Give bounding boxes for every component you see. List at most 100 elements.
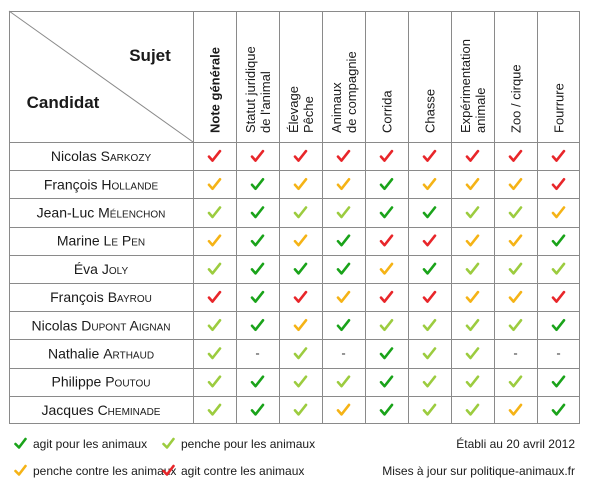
candidate-first-name: Marine bbox=[57, 233, 104, 249]
candidate-name: Éva Joly bbox=[74, 261, 129, 277]
rating-check-icon bbox=[250, 234, 265, 247]
candidate-name: Nicolas Dupont Aignan bbox=[31, 317, 170, 333]
candidate-first-name: Nathalie bbox=[48, 346, 103, 362]
rating-check-icon bbox=[250, 178, 265, 191]
rating-check-icon bbox=[508, 403, 523, 416]
rating-check-icon bbox=[551, 149, 566, 162]
rating-check-icon bbox=[250, 375, 265, 388]
candidate-first-name: Jean-Luc bbox=[37, 205, 98, 221]
rating-check-icon bbox=[336, 319, 351, 332]
rating-check-icon bbox=[336, 178, 351, 191]
legend-item-penche-contre: penche contre les animaux bbox=[14, 464, 176, 478]
rating-check-icon bbox=[207, 375, 222, 388]
rating-check-icon bbox=[422, 347, 437, 360]
column-header-0: Note générale bbox=[208, 47, 223, 133]
rating-check-icon bbox=[207, 234, 222, 247]
rating-check-icon bbox=[422, 149, 437, 162]
rating-check-icon bbox=[551, 375, 566, 388]
legend-label: agit contre les animaux bbox=[181, 464, 305, 478]
rating-check-icon bbox=[551, 178, 566, 191]
rating-check-icon bbox=[250, 290, 265, 303]
candidate-first-name: Éva bbox=[74, 261, 102, 277]
rating-check-icon bbox=[508, 234, 523, 247]
rating-check-icon bbox=[250, 149, 265, 162]
candidate-first-name: François bbox=[50, 289, 108, 305]
rating-check-icon bbox=[465, 403, 480, 416]
candidate-last-name: Arthaud bbox=[103, 346, 154, 362]
candidate-name: Marine Le Pen bbox=[57, 233, 145, 249]
rating-check-icon bbox=[379, 149, 394, 162]
update-link[interactable]: Mises à jour sur politique-animaux.fr bbox=[382, 464, 575, 478]
table-border bbox=[9, 11, 580, 424]
candidate-first-name: Jacques bbox=[42, 402, 98, 418]
rating-table: Sujet Candidat Note générale Statut juridiq… bbox=[8, 10, 580, 424]
rating-check-icon bbox=[465, 347, 480, 360]
candidate-name: François Hollande bbox=[44, 176, 159, 192]
rating-check-icon bbox=[508, 149, 523, 162]
rating-check-icon bbox=[465, 375, 480, 388]
rating-check-icon bbox=[293, 347, 308, 360]
column-header-5: Chasse bbox=[423, 89, 438, 133]
legend-item-agit-contre: agit contre les animaux bbox=[162, 464, 304, 478]
candidate-last-name: Cheminade bbox=[98, 402, 161, 418]
candidate-last-name: Bayrou bbox=[108, 289, 152, 305]
candidate-first-name: Nicolas bbox=[51, 148, 101, 164]
rating-check-icon bbox=[250, 403, 265, 416]
light-green-check-icon bbox=[162, 437, 175, 449]
rating-check-icon bbox=[422, 319, 437, 332]
candidate-last-name: Hollande bbox=[101, 176, 158, 192]
candidate-last-name: Dupont Aignan bbox=[81, 317, 170, 333]
rating-check-icon bbox=[508, 290, 523, 303]
column-header-8: Fourrure bbox=[552, 83, 567, 133]
column-header-4: Corrida bbox=[380, 90, 395, 133]
candidate-last-name: Joly bbox=[102, 261, 129, 277]
candidate-first-name: Nicolas bbox=[31, 317, 81, 333]
rating-check-icon bbox=[379, 375, 394, 388]
rating-check-icon bbox=[379, 206, 394, 219]
rating-check-icon bbox=[250, 319, 265, 332]
no-rating-dash: - bbox=[556, 346, 560, 361]
rating-check-icon bbox=[551, 234, 566, 247]
rating-check-icon bbox=[207, 262, 222, 275]
candidate-name: Nathalie Arthaud bbox=[48, 346, 154, 362]
legend-label: penche pour les animaux bbox=[181, 437, 316, 451]
candidate-last-name: Poutou bbox=[105, 374, 150, 390]
rating-check-icon bbox=[379, 262, 394, 275]
rating-check-icon bbox=[379, 347, 394, 360]
legend-label: penche contre les animaux bbox=[33, 464, 177, 478]
column-header-3: Animaux bbox=[329, 82, 344, 133]
candidate-name: Jean-Luc Mélenchon bbox=[37, 205, 166, 221]
rating-check-icon bbox=[379, 178, 394, 191]
rating-check-icon bbox=[508, 375, 523, 388]
rating-check-icon bbox=[336, 290, 351, 303]
red-check-icon bbox=[162, 464, 175, 476]
rating-check-icon bbox=[207, 319, 222, 332]
no-rating-dash: - bbox=[341, 346, 345, 361]
legend-item-agit-pour: agit pour les animaux bbox=[14, 437, 147, 451]
rating-check-icon bbox=[379, 290, 394, 303]
rating-check-icon bbox=[508, 262, 523, 275]
legend-label: agit pour les animaux bbox=[33, 437, 148, 451]
candidate-name: Nicolas Sarkozy bbox=[51, 148, 152, 164]
legend-item-penche-pour: penche pour les animaux bbox=[162, 437, 315, 451]
rating-check-icon bbox=[293, 375, 308, 388]
rating-check-icon bbox=[551, 403, 566, 416]
rating-check-icon bbox=[379, 403, 394, 416]
established-date: Établi au 20 avril 2012 bbox=[456, 437, 575, 451]
rating-check-icon bbox=[207, 178, 222, 191]
rating-check-icon bbox=[293, 319, 308, 332]
column-header-7: Zoo / cirque bbox=[509, 64, 524, 133]
column-header-6: Expérimentation bbox=[458, 39, 473, 133]
candidate-first-name: François bbox=[44, 176, 102, 192]
no-rating-dash: - bbox=[513, 346, 517, 361]
rating-check-icon bbox=[336, 375, 351, 388]
rating-check-icon bbox=[508, 319, 523, 332]
rating-check-icon bbox=[551, 319, 566, 332]
rating-check-icon bbox=[207, 149, 222, 162]
orange-check-icon bbox=[14, 464, 27, 476]
rating-check-icon bbox=[465, 206, 480, 219]
rating-check-icon bbox=[465, 149, 480, 162]
candidate-name: Philippe Poutou bbox=[52, 374, 151, 390]
rating-check-icon bbox=[336, 234, 351, 247]
column-header-2: Pêche bbox=[301, 96, 316, 133]
